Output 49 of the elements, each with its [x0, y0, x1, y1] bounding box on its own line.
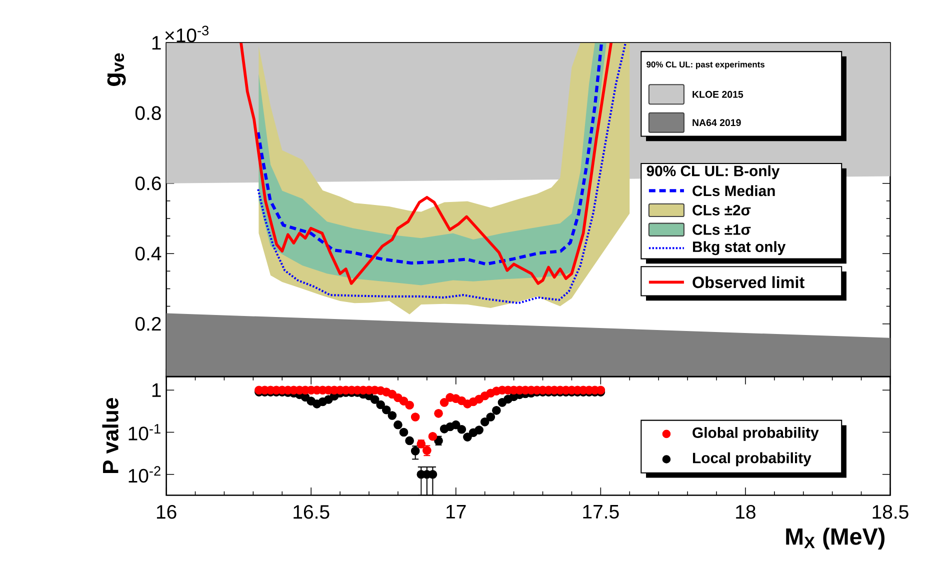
- y-axis-title: g$_{ve}$: [107, 53, 126, 86]
- x-tick-label: 17: [446, 505, 466, 519]
- y-tick-label: 0.2: [135, 317, 161, 331]
- point: [388, 411, 397, 420]
- point: [394, 420, 402, 430]
- legend-label: CLs Median: [692, 185, 775, 196]
- legend-label: Bkg stat only: [693, 241, 786, 256]
- y-tick-label: 10$^{-2}$: [128, 466, 160, 483]
- point: [440, 398, 449, 408]
- legend-label: Global probability: [692, 427, 819, 442]
- y-tick-label: 0.6: [135, 176, 161, 190]
- point: [463, 432, 472, 442]
- point: [474, 426, 484, 435]
- legend-label: Local probability: [693, 452, 812, 466]
- x-tick-label: 16: [156, 505, 176, 519]
- legend-label: NA64 2019: [692, 119, 741, 126]
- x-tick-label: 18: [736, 505, 756, 519]
- point: [376, 400, 386, 410]
- point: [370, 395, 380, 404]
- point: [405, 400, 414, 410]
- point: [428, 432, 438, 441]
- point: [480, 418, 490, 426]
- point: [492, 406, 501, 415]
- text: ×10$^{-3}$: [165, 26, 209, 42]
- point: [399, 428, 408, 437]
- legend-label: CLs ±1σ: [692, 224, 751, 236]
- annotation: 90% CL UL: past experiments: [646, 61, 764, 70]
- annotation: 90% CL UL: B-only: [646, 165, 780, 180]
- x-tick-label: 16.5: [294, 505, 330, 519]
- y-tick-label: 0.8: [135, 106, 161, 120]
- y-tick-label: 10$^{-1}$: [128, 424, 160, 441]
- point: [451, 420, 460, 430]
- point: [405, 436, 414, 446]
- x-tick-label: 17.5: [583, 505, 619, 519]
- y-tick-label: 1: [152, 36, 161, 50]
- y-tick-label: 0.4: [135, 246, 162, 261]
- point: [486, 412, 496, 422]
- x-tick-label: 18.5: [872, 505, 908, 519]
- point: [382, 406, 391, 414]
- point: [410, 446, 420, 456]
- legend-label: Observed limit: [692, 276, 804, 288]
- x-axis-title: M$_{X}$ (MeV): [786, 528, 884, 550]
- point: [457, 425, 466, 434]
- y-tick-label: 1: [152, 384, 161, 397]
- y-axis-title: P value: [102, 398, 118, 474]
- legend-label: KLOE 2015: [692, 91, 744, 98]
- legend-label: CLs ±2σ: [692, 205, 751, 216]
- point: [434, 409, 443, 418]
- point: [410, 412, 420, 422]
